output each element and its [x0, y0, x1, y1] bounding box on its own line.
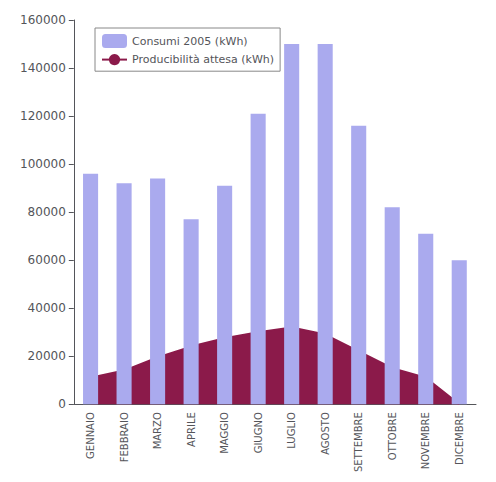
svg-text:60000: 60000: [28, 253, 66, 267]
svg-text:MARZO: MARZO: [152, 412, 163, 449]
svg-text:SETTEMBRE: SETTEMBRE: [353, 412, 364, 472]
svg-text:120000: 120000: [20, 109, 66, 123]
svg-text:LUGLIO: LUGLIO: [286, 412, 297, 449]
svg-text:MAGGIO: MAGGIO: [219, 412, 230, 454]
svg-text:AGOSTO: AGOSTO: [320, 412, 331, 455]
svg-text:GENNAIO: GENNAIO: [85, 412, 96, 459]
svg-text:OTTOBRE: OTTOBRE: [387, 412, 398, 460]
svg-text:140000: 140000: [20, 61, 66, 75]
svg-text:0: 0: [58, 397, 66, 411]
svg-text:FEBBRAIO: FEBBRAIO: [119, 412, 130, 462]
svg-text:Producibilità attesa (kWh): Producibilità attesa (kWh): [132, 53, 274, 66]
svg-text:NOVEMBRE: NOVEMBRE: [420, 412, 431, 469]
svg-text:20000: 20000: [28, 349, 66, 363]
svg-text:80000: 80000: [28, 205, 66, 219]
svg-text:APRILE: APRILE: [186, 412, 197, 447]
svg-text:40000: 40000: [28, 301, 66, 315]
svg-text:GIUGNO: GIUGNO: [253, 412, 264, 453]
svg-text:Consumi 2005 (kWh): Consumi 2005 (kWh): [132, 35, 248, 48]
svg-text:160000: 160000: [20, 13, 66, 27]
svg-text:100000: 100000: [20, 157, 66, 171]
svg-text:DICEMBRE: DICEMBRE: [454, 412, 465, 465]
